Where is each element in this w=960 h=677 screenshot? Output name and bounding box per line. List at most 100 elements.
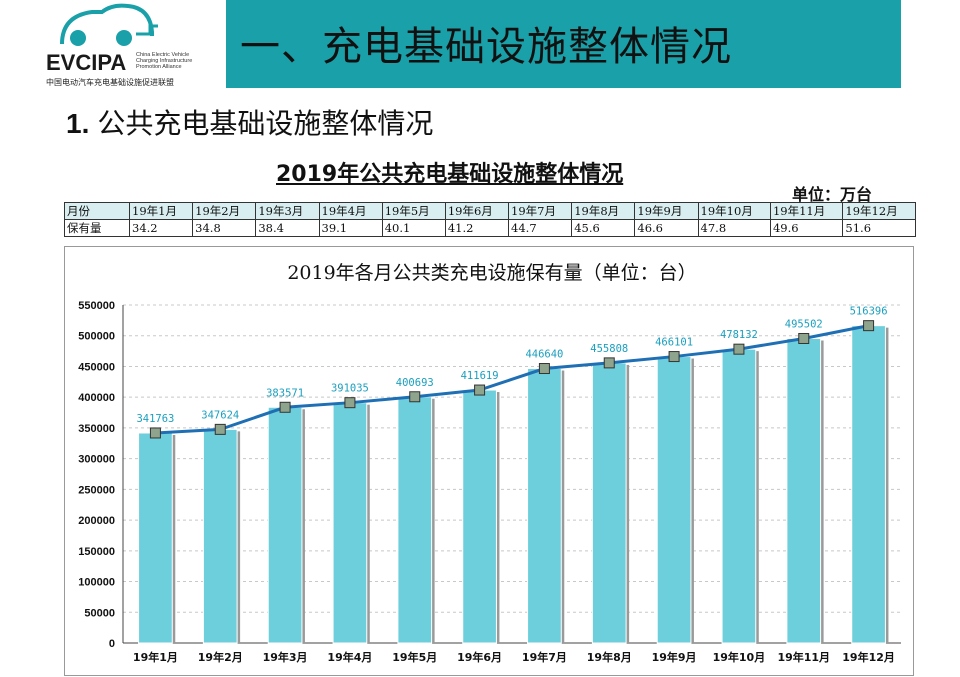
svg-text:中国电动汽车充电基础设施促进联盟: 中国电动汽车充电基础设施促进联盟	[46, 77, 174, 87]
table-cell: 19年3月	[255, 202, 320, 220]
charging-plug-icon	[60, 3, 154, 45]
table-cell: 19年12月	[842, 202, 916, 220]
data-label: 400693	[396, 377, 434, 389]
table-cell: 19年10月	[697, 202, 771, 220]
table-cell: 19年4月	[318, 202, 383, 220]
bar	[202, 428, 238, 644]
table-cell: 39.1	[318, 219, 383, 237]
y-tick-label: 400000	[78, 392, 115, 404]
bar	[591, 362, 627, 644]
x-tick-label: 19年1月	[133, 650, 178, 664]
chart-frame: 2019年各月公共类充电设施保有量（单位：台） 0 50000 100000 15000…	[64, 246, 914, 676]
data-label: 455808	[590, 343, 628, 355]
y-tick-label: 550000	[78, 300, 115, 312]
wheel-icon	[70, 30, 86, 46]
table-cell: 19年7月	[508, 202, 573, 220]
table-cell: 45.6	[571, 219, 636, 237]
section-title: 1. 公共充电基础设施整体情况	[66, 102, 433, 142]
data-point	[474, 384, 486, 396]
x-tick-label: 19年12月	[842, 650, 895, 664]
bar	[332, 402, 368, 644]
y-tick-label: 300000	[78, 454, 115, 466]
bar	[527, 368, 562, 644]
bar	[851, 325, 886, 644]
x-tick-label: 19年8月	[587, 650, 632, 664]
bar	[138, 432, 173, 644]
data-label: 478132	[720, 329, 758, 341]
data-point	[863, 320, 875, 332]
data-label: 391035	[331, 383, 369, 395]
row-header-value: 保有量	[64, 219, 130, 237]
bar-line-chart: 2019年各月公共类充电设施保有量（单位：台） 0 50000 100000 15000…	[78, 262, 901, 664]
data-label: 341763	[136, 413, 174, 425]
row-header-month: 月份	[64, 202, 130, 220]
y-tick-label: 350000	[78, 423, 115, 435]
table-row-values: 保有量 34.2 34.8 38.4 39.1 40.1 41.2 44.7 4…	[64, 219, 916, 237]
table-cell: 19年5月	[381, 202, 446, 220]
x-tick-label: 19年10月	[713, 650, 766, 664]
unit-label: 单位：万台	[792, 185, 873, 204]
data-point	[149, 427, 161, 439]
data-label: 495502	[785, 318, 823, 330]
bar	[397, 396, 433, 644]
x-tick-label: 19年2月	[198, 650, 243, 664]
table-cell: 38.4	[255, 219, 320, 237]
data-point	[214, 423, 226, 435]
data-label: 446640	[525, 349, 563, 361]
header-band	[226, 0, 901, 88]
table-cell: 19年11月	[769, 202, 844, 220]
data-point	[409, 391, 421, 403]
svg-text:Charging Infrastructure: Charging Infrastructure	[136, 58, 192, 64]
y-tick-label: 150000	[78, 546, 115, 558]
data-point	[798, 332, 810, 344]
table-cell: 40.1	[381, 219, 446, 237]
series-line	[155, 324, 869, 435]
x-tick-label: 19年4月	[327, 650, 372, 664]
x-tick-label: 19年9月	[652, 650, 697, 664]
x-tick-label: 19年11月	[777, 650, 830, 664]
x-tick-label: 19年7月	[522, 650, 567, 664]
evcipa-logo: EVCIPA China Electric Vehicle Charging I…	[46, 3, 192, 87]
data-point	[603, 357, 615, 369]
table-cell: 49.6	[769, 219, 844, 237]
x-tick-label: 19年6月	[457, 650, 502, 664]
y-tick-label: 250000	[78, 484, 115, 496]
data-label: 411619	[461, 370, 499, 382]
section-title-text: 公共充电基础设施整体情况	[97, 107, 434, 140]
data-point	[344, 397, 356, 409]
table-cell: 19年8月	[571, 202, 636, 220]
bar	[462, 389, 497, 644]
svg-text:EVCIPA: EVCIPA	[46, 50, 126, 75]
table-cell: 19年6月	[444, 202, 510, 220]
data-label: 383571	[266, 387, 304, 399]
y-tick-label: 50000	[84, 607, 115, 619]
table-cell: 34.8	[192, 219, 257, 237]
table-cell: 19年1月	[128, 202, 194, 220]
section-number: 1.	[66, 108, 90, 139]
data-table: 月份 19年1月 19年2月 19年3月 19年4月 19年5月 19年6月 1…	[64, 202, 916, 237]
y-tick-label: 0	[109, 638, 115, 650]
x-tick-label: 19年5月	[392, 650, 437, 664]
table-cell: 44.7	[508, 219, 573, 237]
bar	[656, 356, 692, 644]
data-point	[668, 351, 680, 363]
table-cell: 47.8	[697, 219, 771, 237]
y-tick-label: 450000	[78, 361, 115, 373]
data-label: 516396	[850, 306, 888, 318]
svg-text:China Electric Vehicle: China Electric Vehicle	[136, 52, 189, 58]
y-tick-label: 500000	[78, 331, 115, 343]
data-point	[733, 343, 745, 355]
chart-title: 2019年各月公共类充电设施保有量（单位：台）	[287, 262, 696, 284]
table-cell: 51.6	[842, 219, 916, 237]
data-label: 347624	[201, 409, 239, 421]
page-title: 一、充电基础设施整体情况	[240, 24, 732, 70]
table-cell: 46.6	[634, 219, 699, 237]
y-tick-label: 200000	[78, 515, 115, 527]
bar	[721, 348, 757, 644]
wheel-icon	[116, 30, 132, 46]
data-point	[279, 401, 291, 413]
bar	[267, 406, 303, 644]
table-cell: 41.2	[444, 219, 510, 237]
table-row-months: 月份 19年1月 19年2月 19年3月 19年4月 19年5月 19年6月 1…	[64, 202, 916, 220]
y-tick-label: 100000	[78, 577, 115, 589]
